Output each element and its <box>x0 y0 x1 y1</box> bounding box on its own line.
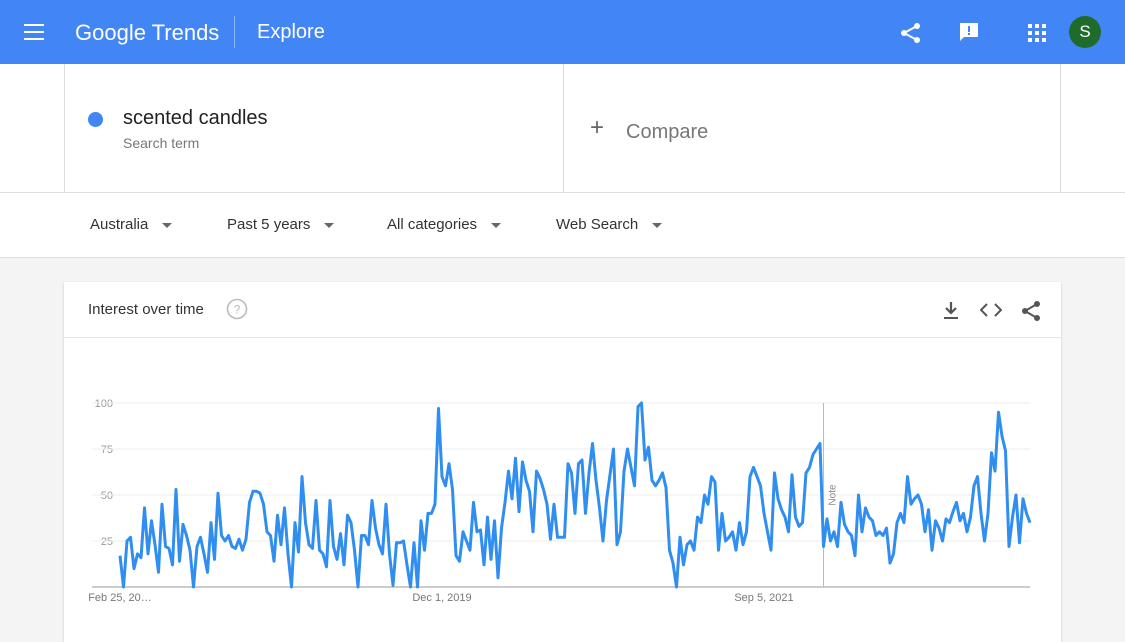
filter-label: All categories <box>387 216 478 233</box>
menu-icon[interactable] <box>24 22 48 42</box>
note-label: Note <box>828 484 839 506</box>
series-line <box>118 401 1032 589</box>
embed-icon[interactable] <box>980 302 1002 318</box>
card-title: Interest over time <box>88 301 204 318</box>
x-tick-label: Dec 1, 2019 <box>412 592 471 604</box>
page-title: Explore <box>257 21 325 43</box>
share-chart-icon[interactable] <box>1021 300 1041 322</box>
term-box[interactable]: scented candles Search term <box>64 64 564 193</box>
compare-label: Compare <box>626 121 709 143</box>
search-subtitle: Search term <box>123 135 200 151</box>
filter-dropdown[interactable]: Past 5 years <box>227 216 335 233</box>
x-tick-label: Sep 5, 2021 <box>734 592 793 604</box>
y-tick-label: 75 <box>101 444 113 456</box>
avatar[interactable]: S <box>1069 16 1101 48</box>
apps-icon[interactable] <box>1028 24 1046 42</box>
feedback-icon[interactable] <box>959 22 979 42</box>
compare-box[interactable]: + Compare <box>563 64 1061 193</box>
help-icon[interactable]: ? <box>226 298 248 320</box>
filter-dropdown[interactable]: Australia <box>90 216 173 233</box>
download-icon[interactable] <box>942 301 960 321</box>
filter-label: Australia <box>90 216 149 233</box>
header: Google Trends Explore S <box>0 0 1125 64</box>
y-tick-label: 25 <box>101 536 113 548</box>
search-panel: scented candles Search term + Compare <box>0 64 1125 258</box>
chart-card: Interest over time ? <box>64 282 1061 642</box>
y-tick-label: 50 <box>101 490 113 502</box>
logo[interactable]: Google Trends <box>75 20 220 45</box>
x-tick-label: Feb 25, 20… <box>88 592 152 604</box>
y-tick-label: 100 <box>95 398 113 410</box>
filter-label: Web Search <box>556 216 639 233</box>
filter-dropdown[interactable]: Web Search <box>556 216 663 233</box>
search-term: scented candles <box>123 107 268 129</box>
svg-text:?: ? <box>234 303 241 317</box>
share-icon[interactable] <box>900 22 922 44</box>
filter-dropdown[interactable]: All categories <box>387 216 502 233</box>
filter-label: Past 5 years <box>227 216 311 233</box>
